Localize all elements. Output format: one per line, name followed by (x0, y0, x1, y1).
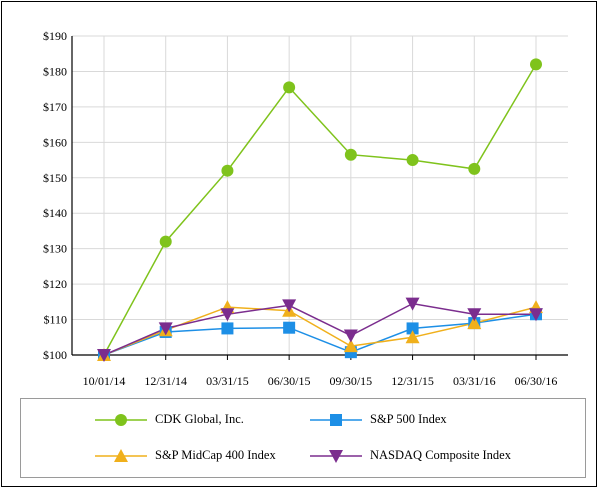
legend-label-sp-midcap-400: S&P MidCap 400 Index (155, 448, 276, 462)
x-tick-label: 06/30/16 (515, 374, 558, 388)
series-line-3 (103, 302, 536, 356)
series-markers (97, 58, 543, 362)
data-point-s0-2 (221, 164, 234, 177)
data-point-s0-1 (159, 235, 172, 248)
y-tick-labels: $100 $110 $120 $130 $140 $150 $160 $170 $180 $190 (43, 29, 67, 362)
legend-swatch-sp500 (310, 414, 362, 426)
data-point-s0-3 (283, 81, 296, 94)
legend-swatch-nasdaq-composite (310, 450, 362, 463)
data-point-s3-2 (220, 308, 235, 322)
legend-item-cdk-global: CDK Global, Inc. (91, 410, 311, 430)
x-tick-label: 03/31/16 (453, 374, 496, 388)
data-point-s0-7 (530, 58, 542, 71)
data-point-s1-5 (406, 322, 419, 335)
legend-item-sp-midcap-400: S&P MidCap 400 Index (91, 446, 311, 466)
axes (71, 36, 568, 360)
data-point-s3-3 (282, 299, 297, 313)
x-tick-label: 06/30/15 (268, 374, 311, 388)
legend-item-sp500: S&P 500 Index (306, 410, 526, 430)
x-tick-label: 12/31/15 (391, 374, 434, 388)
legend-item-nasdaq-composite: NASDAQ Composite Index (306, 446, 536, 466)
y-tick-label: $170 (43, 100, 67, 114)
legend-label-nasdaq-composite: NASDAQ Composite Index (370, 448, 511, 462)
series-line-0 (103, 64, 537, 356)
x-tick-label: 09/30/15 (330, 374, 373, 388)
y-tick-label: $100 (43, 348, 67, 362)
x-tick-label: 03/31/15 (206, 374, 249, 388)
data-point-s0-5 (406, 154, 419, 167)
x-tick-labels: 10/01/14 12/31/14 03/31/15 06/30/15 09/30/15… (83, 374, 558, 388)
data-point-s3-1 (158, 322, 173, 336)
data-point-s1-2 (221, 322, 234, 335)
legend-label-sp500: S&P 500 Index (370, 412, 447, 426)
y-tick-label: $180 (43, 64, 67, 78)
data-point-s2-4 (343, 339, 358, 353)
line-chart: $100 $110 $120 $130 $140 $150 $160 $170 $180 $190… (43, 29, 568, 388)
y-tick-label: $150 (43, 171, 67, 185)
grid (72, 35, 568, 355)
y-tick-label: $160 (43, 135, 67, 149)
data-point-s3-6 (467, 308, 482, 322)
data-point-s0-6 (468, 162, 481, 175)
legend-label-cdk-global: CDK Global, Inc. (155, 412, 244, 426)
data-point-s3-0 (97, 349, 111, 362)
y-tick-label: $140 (43, 206, 67, 220)
y-tick-label: $120 (43, 277, 67, 291)
data-point-s3-7 (529, 308, 543, 322)
data-point-s1-3 (283, 321, 296, 334)
data-point-s3-4 (343, 329, 358, 343)
series-lines (103, 64, 537, 356)
data-point-s2-5 (405, 330, 420, 344)
legend-swatch-cdk-global (95, 414, 147, 426)
data-point-s2-6 (467, 316, 482, 330)
legend-swatch-sp-midcap-400 (95, 449, 147, 462)
y-tick-label: $130 (43, 242, 67, 256)
series-line-1 (103, 313, 537, 356)
x-tick-label: 10/01/14 (83, 374, 126, 388)
legend: CDK Global, Inc. S&P 500 Index S&P MidCa… (20, 398, 586, 478)
y-tick-label: $110 (43, 313, 67, 327)
y-tick-label: $190 (43, 29, 67, 43)
data-point-s0-4 (344, 148, 357, 161)
x-tick-label: 12/31/14 (144, 374, 187, 388)
data-point-s3-5 (405, 297, 420, 311)
